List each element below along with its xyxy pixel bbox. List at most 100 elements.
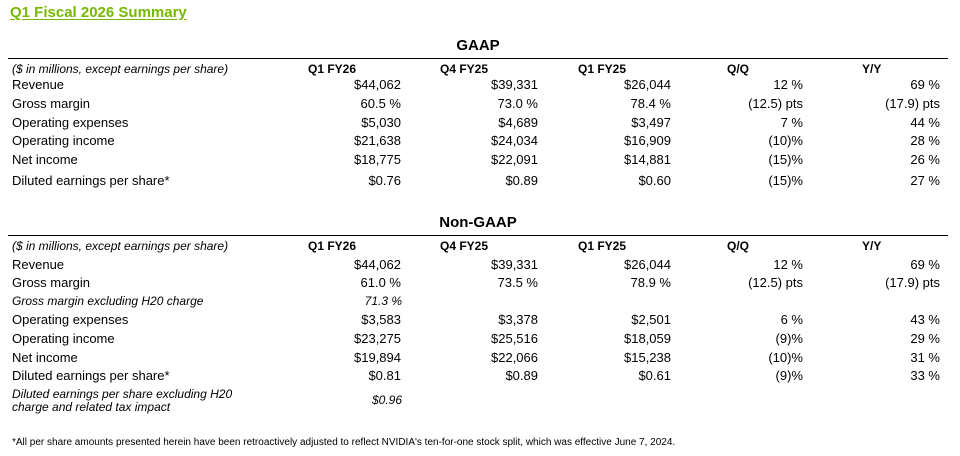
cell-q1-fy26: 61.0 % [360,275,401,290]
footnote: *All per share amounts presented herein … [12,437,676,448]
cell-qq: (9)% [775,331,803,346]
cell-qq: (10)% [768,350,803,365]
row-label: Revenue [12,257,65,272]
col-header-q1-fy26: Q1 FY26 [308,62,357,76]
units-note: ($ in millions, except earnings per shar… [12,62,229,76]
cell-q1-fy26: 60.5 % [360,96,401,111]
table-row: Net income $18,775 $22,091 $14,881 (15)%… [0,151,960,169]
cell-yy: 27 % [910,173,940,188]
cell-q4-fy25: 73.0 % [497,96,538,111]
table-row: Operating expenses $5,030 $4,689 $3,497 … [0,114,960,132]
gaap-column-header-row: ($ in millions, except earnings per shar… [0,60,960,78]
col-header-q1-fy25: Q1 FY25 [578,62,627,76]
table-row: Gross margin 60.5 % 73.0 % 78.4 % (12.5)… [0,95,960,113]
cell-qq: 12 % [773,257,803,272]
cell-q4-fy25: $0.89 [505,173,538,188]
page-title: Q1 Fiscal 2026 Summary [10,4,187,21]
nongaap-heading: Non-GAAP [439,214,517,231]
cell-q1-fy25: 78.9 % [630,275,671,290]
units-note: ($ in millions, except earnings per shar… [12,239,229,253]
cell-q1-fy25: $26,044 [624,257,671,272]
row-label: Diluted earnings per share* [12,173,170,188]
cell-q1-fy25: 78.4 % [630,96,671,111]
col-header-qq: Q/Q [727,239,750,253]
cell-qq: (15)% [768,173,803,188]
cell-q1-fy25: $0.61 [638,368,671,383]
table-row: Diluted earnings per share* $0.81 $0.89 … [0,367,960,385]
table-row: Diluted earnings per share excluding H20… [0,388,960,416]
row-label: Operating expenses [12,312,129,327]
cell-qq: 7 % [780,115,803,130]
cell-q1-fy25: $18,059 [624,331,671,346]
row-label: Operating income [12,331,115,346]
cell-yy: (17.9) pts [885,96,940,111]
row-label: Diluted earnings per share* [12,368,170,383]
row-label-line1: Diluted earnings per share excluding H20 [12,387,233,401]
row-label: Net income [12,152,78,167]
table-row: Gross margin 61.0 % 73.5 % 78.9 % (12.5)… [0,274,960,292]
gaap-heading: GAAP [456,37,500,54]
table-row: Revenue $44,062 $39,331 $26,044 12 % 69 … [0,76,960,94]
row-label: Gross margin [12,96,91,111]
cell-q1-fy26: $23,275 [354,331,401,346]
cell-q1-fy26: $0.81 [368,368,401,383]
col-header-q1-fy26: Q1 FY26 [308,239,357,253]
cell-qq: 12 % [773,77,803,92]
table-row: Operating income $21,638 $24,034 $16,909… [0,132,960,150]
col-header-q4-fy25: Q4 FY25 [440,239,489,253]
cell-yy: (17.9) pts [885,275,940,290]
row-label: Gross margin [12,275,91,290]
cell-yy: 44 % [910,115,940,130]
cell-yy: 31 % [910,350,940,365]
cell-yy: 28 % [910,133,940,148]
cell-q1-fy26: 71.3 % [364,294,402,308]
cell-q4-fy25: $22,091 [491,152,538,167]
row-label: Operating income [12,133,115,148]
cell-q1-fy26: $0.76 [368,173,401,188]
cell-q1-fy26: $44,062 [354,257,401,272]
cell-q1-fy26: $44,062 [354,77,401,92]
row-label-line2: charge and related tax impact [12,400,171,414]
nongaap-section-header: Non-GAAP [8,213,948,236]
table-row: Gross margin excluding H20 charge 71.3 % [0,292,960,310]
cell-q1-fy26: $5,030 [361,115,401,130]
nongaap-column-header-row: ($ in millions, except earnings per shar… [0,237,960,255]
cell-q4-fy25: $24,034 [491,133,538,148]
cell-q4-fy25: $39,331 [491,77,538,92]
cell-q1-fy26: $3,583 [361,312,401,327]
cell-qq: (15)% [768,152,803,167]
cell-q4-fy25: $22,066 [491,350,538,365]
col-header-q1-fy25: Q1 FY25 [578,239,627,253]
cell-q1-fy26: $0.96 [371,393,402,407]
col-header-qq: Q/Q [727,62,750,76]
cell-q1-fy25: $14,881 [624,152,671,167]
table-row: Operating income $23,275 $25,516 $18,059… [0,330,960,348]
cell-q1-fy26: $18,775 [354,152,401,167]
cell-q1-fy25: $26,044 [624,77,671,92]
cell-q1-fy26: $21,638 [354,133,401,148]
cell-q1-fy25: $0.60 [638,173,671,188]
cell-q1-fy26: $19,894 [354,350,401,365]
cell-q4-fy25: 73.5 % [497,275,538,290]
cell-yy: 26 % [910,152,940,167]
table-row: Operating expenses $3,583 $3,378 $2,501 … [0,311,960,329]
row-label: Gross margin excluding H20 charge [12,294,204,308]
cell-qq: (12.5) pts [748,275,803,290]
cell-q1-fy25: $15,238 [624,350,671,365]
table-row: Net income $19,894 $22,066 $15,238 (10)%… [0,349,960,367]
gaap-section-header: GAAP [8,36,948,59]
cell-q4-fy25: $4,689 [498,115,538,130]
cell-qq: (10)% [768,133,803,148]
cell-yy: 29 % [910,331,940,346]
cell-qq: (9)% [775,368,803,383]
cell-qq: (12.5) pts [748,96,803,111]
col-header-q4-fy25: Q4 FY25 [440,62,489,76]
col-header-yy: Y/Y [862,62,882,76]
cell-yy: 43 % [910,312,940,327]
cell-q4-fy25: $0.89 [505,368,538,383]
row-label: Net income [12,350,78,365]
cell-yy: 33 % [910,368,940,383]
col-header-yy: Y/Y [862,239,882,253]
cell-q4-fy25: $39,331 [491,257,538,272]
cell-qq: 6 % [780,312,803,327]
